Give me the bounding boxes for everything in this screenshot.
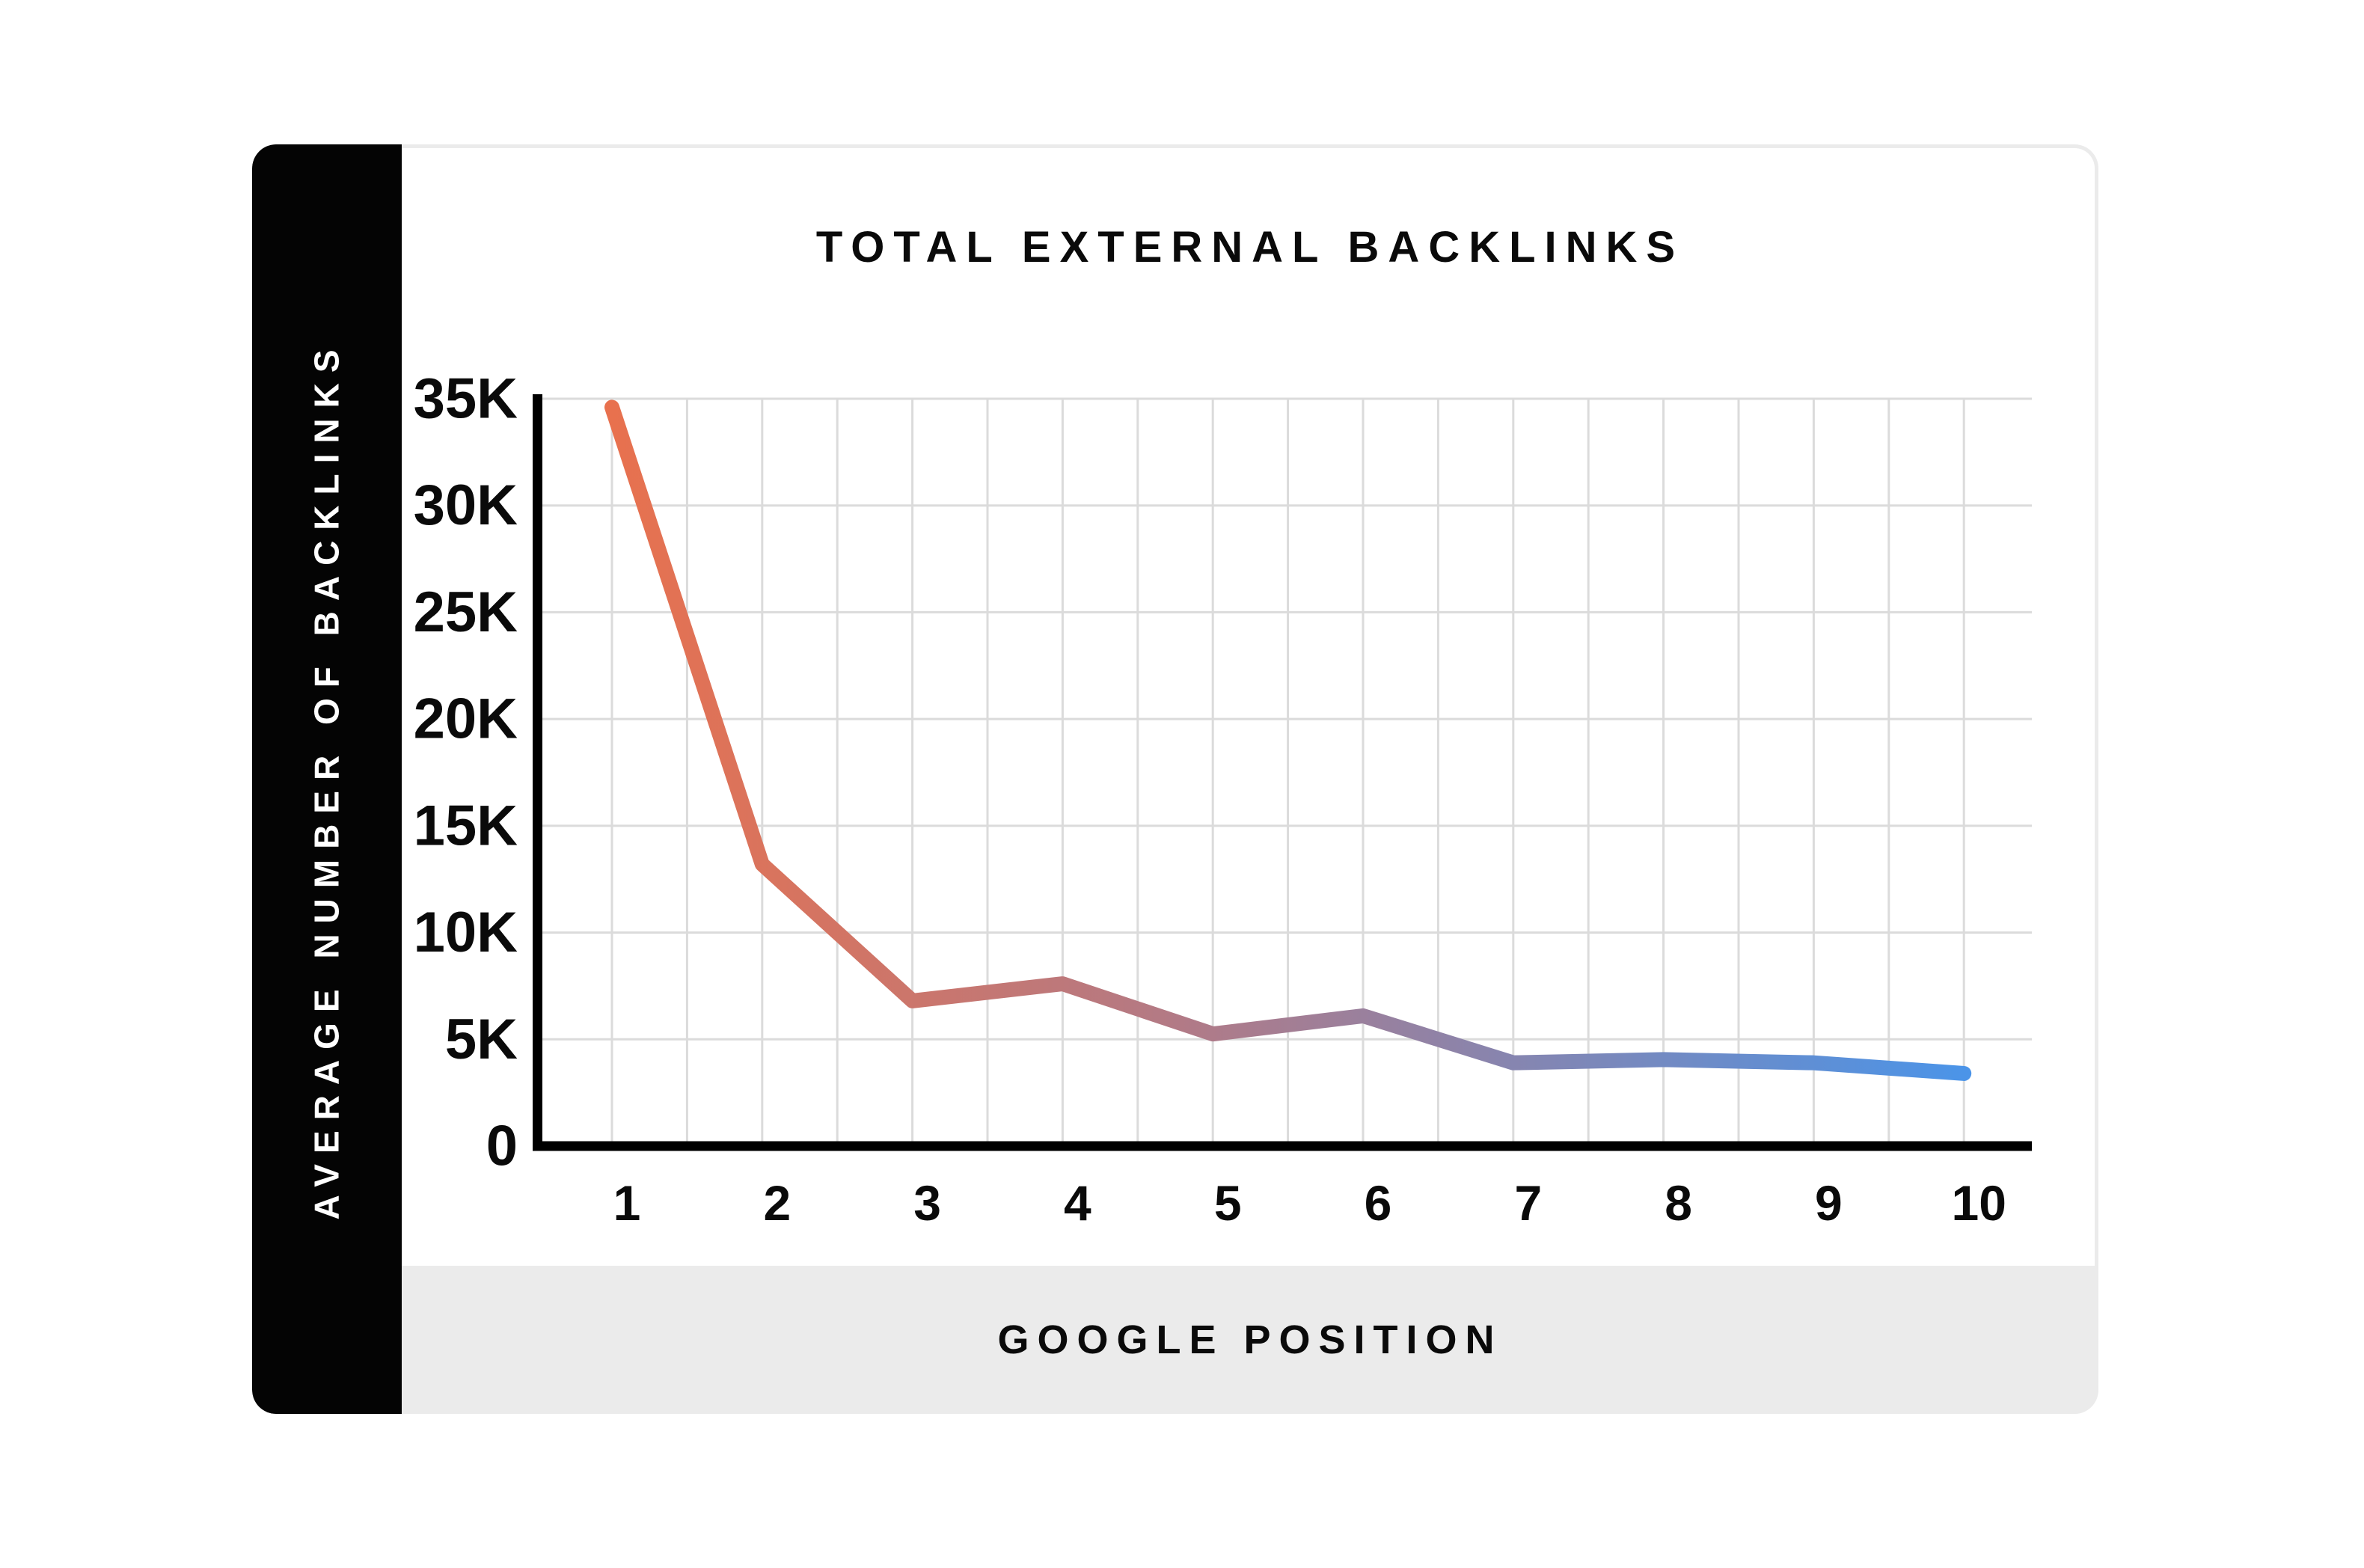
x-axis-title-band: GOOGLE POSITION	[402, 1266, 2098, 1414]
chart-card: TOTAL EXTERNAL BACKLINKS AVERAGE NUMBER …	[252, 144, 2098, 1414]
y-axis-title-bar: AVERAGE NUMBER OF BACKLINKS	[252, 144, 402, 1414]
x-axis-title: GOOGLE POSITION	[997, 1317, 1503, 1362]
chart-title: TOTAL EXTERNAL BACKLINKS	[815, 223, 1685, 272]
y-axis-title: AVERAGE NUMBER OF BACKLINKS	[307, 338, 346, 1220]
